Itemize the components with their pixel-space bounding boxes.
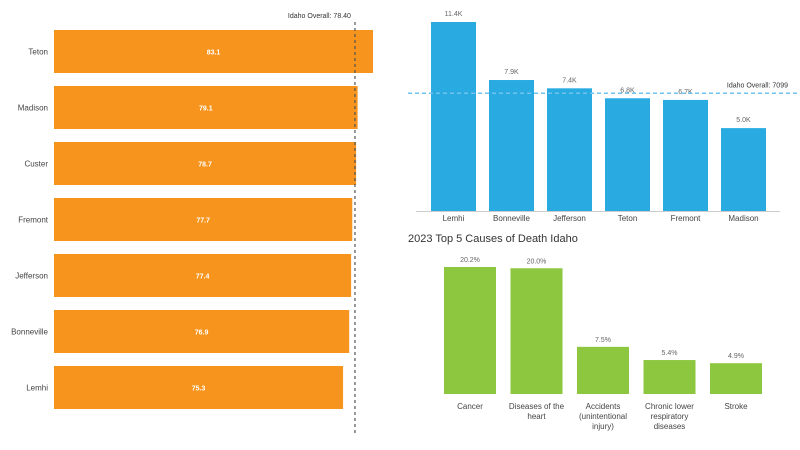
bar-custer <box>54 142 357 185</box>
y-tick-label: Jefferson <box>15 272 48 281</box>
x-tick-label: Teton <box>618 214 638 223</box>
x-tick-label: Diseases of the heart <box>509 402 565 421</box>
bar-jefferson <box>547 88 592 211</box>
x-tick-label: Stroke <box>724 402 748 411</box>
y-tick-label: Teton <box>28 48 48 57</box>
x-tick-label: Madison <box>728 214 758 223</box>
bar-cause-1 <box>444 267 496 394</box>
bar-madison <box>54 86 358 129</box>
bar-lemhi <box>431 22 476 211</box>
x-tick-label: Chronic lower respiratory diseases <box>645 402 694 431</box>
x-tick-label-line: heart <box>527 412 546 421</box>
x-tick-label: Bonneville <box>493 214 530 223</box>
x-tick-label: Cancer <box>457 402 483 411</box>
bar-cause-3 <box>577 346 629 394</box>
y-tick-label: Lemhi <box>26 384 48 393</box>
data-label: 5.0K <box>736 117 751 124</box>
data-label: 83.1 <box>207 50 221 57</box>
life-expectancy-chart: Teton 83.1 Madison 79.1 Custer 78.7 Fremont 77.… <box>11 13 373 436</box>
data-label: 6.7K <box>678 89 693 96</box>
data-label: 75.3 <box>192 386 206 393</box>
data-label: 7.4K <box>562 77 577 84</box>
x-tick-label-line: (unintentional <box>579 412 627 421</box>
bar-cause-5 <box>710 363 762 394</box>
y-tick-label: Custer <box>24 160 48 169</box>
data-label: 20.0% <box>527 258 547 265</box>
x-tick-label-line: injury) <box>592 422 614 431</box>
data-label: 20.2% <box>460 257 480 264</box>
bar-lemhi <box>54 366 344 409</box>
x-tick-label-line: Chronic lower <box>645 402 694 411</box>
x-tick-label-line: Accidents <box>586 402 621 411</box>
y-tick-label: Fremont <box>18 216 49 225</box>
reference-label: Idaho Overall: 78.40 <box>288 13 351 20</box>
x-tick-label-line: Cancer <box>457 402 483 411</box>
data-label: 11.4K <box>445 11 463 18</box>
bar-fremont <box>54 198 353 241</box>
bar-fremont <box>663 99 708 211</box>
data-label: 76.9 <box>195 330 209 337</box>
y-tick-label: Madison <box>18 104 48 113</box>
data-label: 5.4% <box>662 350 678 357</box>
chart-title: 2023 Top 5 Causes of Death Idaho <box>408 233 578 245</box>
data-label: 7.5% <box>595 337 611 344</box>
data-label: 79.1 <box>199 106 213 113</box>
data-label: 78.7 <box>198 162 212 169</box>
x-tick-label: Lemhi <box>443 214 465 223</box>
x-tick-label: Accidents (unintentional injury) <box>579 402 627 431</box>
bar-bonneville <box>54 310 350 353</box>
x-tick-label-line: respiratory <box>651 412 689 421</box>
county-values-chart: 11.4K Lemhi 7.9K Bonneville 7.4K Jefferson 6.8… <box>408 11 800 223</box>
bar-cause-4 <box>643 360 696 394</box>
x-tick-label-line: Diseases of the <box>509 402 565 411</box>
bar-bonneville <box>489 80 534 212</box>
data-label: 77.4 <box>196 274 210 281</box>
x-tick-label-line: diseases <box>654 422 686 431</box>
bar-teton <box>54 30 373 73</box>
x-tick-label-line: Stroke <box>724 402 748 411</box>
data-label: 77.7 <box>196 218 210 225</box>
data-label: 7.9K <box>504 69 519 76</box>
y-tick-label: Bonneville <box>11 328 48 337</box>
x-tick-label: Jefferson <box>553 214 586 223</box>
data-label: 4.9% <box>728 353 744 360</box>
bar-jefferson <box>54 254 352 297</box>
x-tick-label: Fremont <box>671 214 702 223</box>
bar-cause-2 <box>510 268 563 394</box>
bar-teton <box>605 98 650 211</box>
reference-label: Idaho Overall: 7099 <box>727 82 788 89</box>
causes-of-death-chart: 2023 Top 5 Causes of Death Idaho 20.2% Can… <box>408 233 762 431</box>
data-label: 6.8K <box>620 87 635 94</box>
bar-madison <box>721 128 766 211</box>
